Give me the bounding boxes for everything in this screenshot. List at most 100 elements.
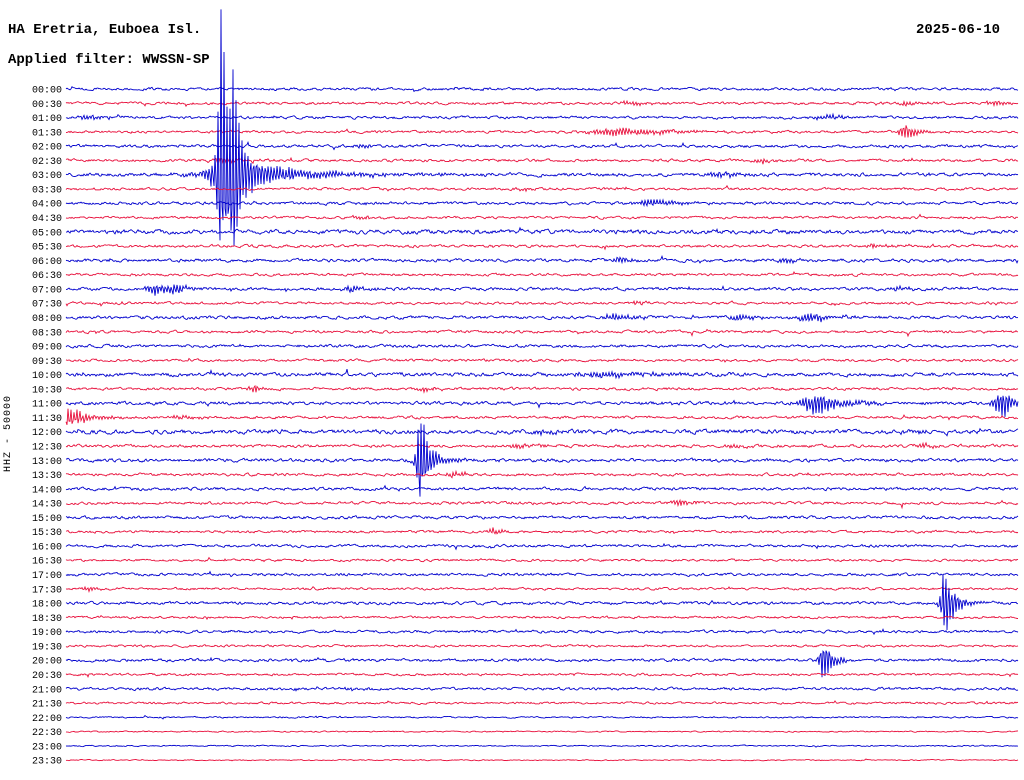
trace-row-21:30 <box>65 700 1019 705</box>
trace-row-05:00 <box>66 226 1019 235</box>
trace-row-06:30 <box>65 271 1019 277</box>
trace-row-15:00 <box>65 515 1019 520</box>
trace-row-08:00 <box>65 312 1019 323</box>
trace-row-12:30 <box>65 441 1019 450</box>
time-label: 20:00 <box>32 657 62 668</box>
trace-row-20:30 <box>65 672 1019 678</box>
time-label: 23:30 <box>32 757 62 768</box>
station-title: HA Eretria, Euboea Isl. <box>8 22 202 38</box>
time-label: 09:30 <box>32 357 62 368</box>
trace-row-18:00 <box>65 574 1019 631</box>
time-label: 01:30 <box>32 128 62 139</box>
time-label: 10:30 <box>32 385 62 396</box>
time-label: 14:00 <box>32 485 62 496</box>
time-label: 20:30 <box>32 671 62 682</box>
trace-row-22:30 <box>65 730 1019 733</box>
trace-row-22:00 <box>65 714 1019 720</box>
trace-row-17:00 <box>65 570 1019 578</box>
trace-row-15:30 <box>66 527 1019 535</box>
time-label: 19:30 <box>32 642 62 653</box>
time-label: 00:30 <box>32 100 62 111</box>
time-label: 05:00 <box>32 228 62 239</box>
trace-row-00:00 <box>65 85 1019 93</box>
time-label: 16:00 <box>32 543 62 554</box>
time-label: 21:00 <box>32 685 62 696</box>
date-label: 2025-06-10 <box>915 22 1000 38</box>
trace-row-04:30 <box>65 213 1018 221</box>
time-label: 17:00 <box>32 571 62 582</box>
time-label: 13:00 <box>32 457 62 468</box>
time-label: 01:00 <box>32 114 62 125</box>
trace-row-11:30 <box>65 408 1019 426</box>
trace-row-16:30 <box>65 556 1019 563</box>
time-label: 11:00 <box>32 400 62 411</box>
time-label: 11:30 <box>32 414 62 425</box>
trace-row-14:00 <box>65 484 1019 492</box>
trace-row-09:00 <box>65 343 1019 349</box>
trace-row-18:30 <box>65 614 1018 621</box>
time-label: 21:30 <box>32 700 62 711</box>
trace-row-19:30 <box>65 644 1019 648</box>
trace-row-01:30 <box>65 125 1019 138</box>
time-label: 10:00 <box>32 371 62 382</box>
time-label: 18:00 <box>32 600 62 611</box>
trace-row-05:30 <box>65 242 1019 251</box>
time-label: 02:30 <box>32 157 62 168</box>
trace-row-10:30 <box>66 384 1019 394</box>
time-label: 12:30 <box>32 443 62 454</box>
time-label: 03:30 <box>32 186 62 197</box>
trace-row-07:30 <box>65 300 1019 307</box>
time-label: 19:00 <box>32 628 62 639</box>
trace-row-07:00 <box>66 283 1019 296</box>
time-label: 07:00 <box>32 285 62 296</box>
time-label: 05:30 <box>32 243 62 254</box>
time-label: 08:30 <box>32 328 62 339</box>
trace-row-10:00 <box>65 368 1019 380</box>
time-label: 06:30 <box>32 271 62 282</box>
time-label: 06:00 <box>32 257 62 268</box>
time-label: 23:00 <box>32 742 62 753</box>
time-label: 04:00 <box>32 200 62 211</box>
time-label: 15:00 <box>32 514 62 525</box>
trace-row-04:00 <box>65 198 1019 208</box>
time-label: 22:30 <box>32 728 62 739</box>
trace-row-02:00 <box>65 140 1019 151</box>
trace-row-23:00 <box>65 744 1018 748</box>
time-label: 03:00 <box>32 171 62 182</box>
trace-row-12:00 <box>65 427 1019 437</box>
time-label: 18:30 <box>32 614 62 625</box>
trace-row-03:30 <box>65 184 1019 193</box>
time-label: 12:00 <box>32 428 62 439</box>
trace-row-13:30 <box>65 469 1019 479</box>
trace-row-03:00 <box>65 9 1019 246</box>
time-label: 00:00 <box>32 86 62 97</box>
time-label: 15:30 <box>32 528 62 539</box>
trace-row-23:30 <box>65 758 1019 762</box>
time-label: 17:30 <box>32 585 62 596</box>
time-label: 22:00 <box>32 714 62 725</box>
trace-row-00:30 <box>65 99 1019 108</box>
trace-row-02:30 <box>65 156 1019 165</box>
trace-row-14:30 <box>65 498 1019 510</box>
time-label: 13:30 <box>32 471 62 482</box>
time-label: 08:00 <box>32 314 62 325</box>
trace-row-09:30 <box>65 357 1019 363</box>
time-label: 04:30 <box>32 214 62 225</box>
trace-row-06:00 <box>65 254 1019 265</box>
trace-row-21:00 <box>65 686 1019 692</box>
trace-row-13:00 <box>66 423 1019 497</box>
time-label: 16:30 <box>32 557 62 568</box>
trace-row-11:00 <box>65 395 1019 417</box>
time-label: 14:30 <box>32 500 62 511</box>
trace-row-08:30 <box>65 328 1019 338</box>
filter-label: Applied filter: WWSSN-SP <box>8 52 210 68</box>
trace-row-20:00 <box>65 650 1019 678</box>
trace-row-17:30 <box>65 585 1019 594</box>
trace-row-01:00 <box>65 112 1019 121</box>
time-label: 02:00 <box>32 143 62 154</box>
trace-row-16:00 <box>65 542 1019 551</box>
trace-row-19:00 <box>65 628 1019 636</box>
time-label: 09:00 <box>32 343 62 354</box>
